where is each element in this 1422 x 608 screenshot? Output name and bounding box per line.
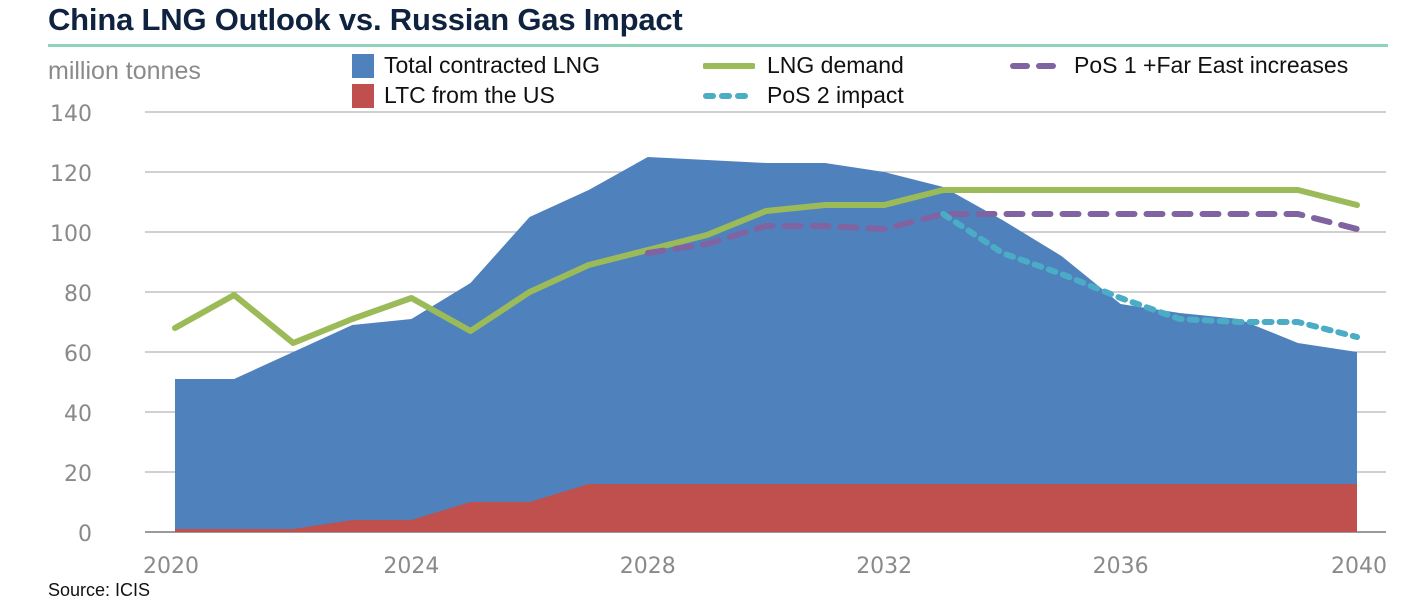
- y-tick-label: 140: [50, 102, 92, 127]
- chart-title: China LNG Outlook vs. Russian Gas Impact: [48, 2, 683, 37]
- x-tick-label: 2028: [620, 554, 676, 579]
- legend-item-pos2-impact: PoS 2 impact: [703, 82, 904, 109]
- legend-swatch-pos2-impact: [703, 92, 755, 99]
- legend-swatch-total-contracted-lng: [352, 53, 374, 78]
- legend-swatch-ltc-from-us: [352, 83, 374, 108]
- line-pos-2-impact: [940, 211, 1360, 340]
- x-tick-label: 2036: [1093, 554, 1149, 579]
- y-tick-label: 0: [78, 522, 92, 547]
- y-axis-ticks: 0 20 40 60 80 100 120 140: [50, 102, 92, 547]
- y-tick-label: 80: [64, 282, 92, 307]
- y-tick-label: 100: [50, 222, 92, 247]
- legend-swatch-lng-demand: [703, 62, 755, 69]
- source-note: Source: ICIS: [48, 580, 151, 600]
- line-series: [172, 187, 1360, 346]
- title-divider: [48, 44, 1388, 47]
- y-axis-unit-label: million tonnes: [48, 57, 201, 85]
- y-tick-label: 40: [64, 402, 92, 427]
- legend-label: Total contracted LNG: [384, 52, 601, 78]
- area-total-contracted-lng: [175, 157, 1357, 532]
- legend-item-lng-demand: LNG demand: [703, 52, 904, 79]
- x-tick-label: 2020: [143, 554, 199, 579]
- legend-label: PoS 1 +Far East increases: [1074, 52, 1349, 78]
- legend-swatch-pos1-far-east: [1010, 62, 1062, 69]
- legend-label: LTC from the US: [384, 82, 555, 108]
- area-ltc-from-the-us: [175, 484, 1357, 532]
- line-pos-1-far-east-increases: [644, 211, 1360, 256]
- x-tick-label: 2040: [1331, 554, 1387, 579]
- y-tick-label: 120: [50, 162, 92, 187]
- legend-item-total-contracted-lng: Total contracted LNG: [352, 52, 600, 79]
- legend-label: LNG demand: [767, 52, 904, 78]
- legend-label: PoS 2 impact: [767, 82, 904, 108]
- x-tick-label: 2024: [383, 554, 439, 579]
- x-axis-ticks: 2020 2024 2028 2032 2036 2040: [143, 554, 1387, 579]
- area-series: [175, 157, 1357, 532]
- x-tick-label: 2032: [856, 554, 912, 579]
- legend-item-ltc-from-us: LTC from the US: [352, 82, 555, 109]
- line-lng-demand: [172, 187, 1360, 346]
- legend-item-pos1-far-east: PoS 1 +Far East increases: [1010, 52, 1348, 79]
- y-tick-label: 20: [64, 462, 92, 487]
- y-tick-label: 60: [64, 342, 92, 367]
